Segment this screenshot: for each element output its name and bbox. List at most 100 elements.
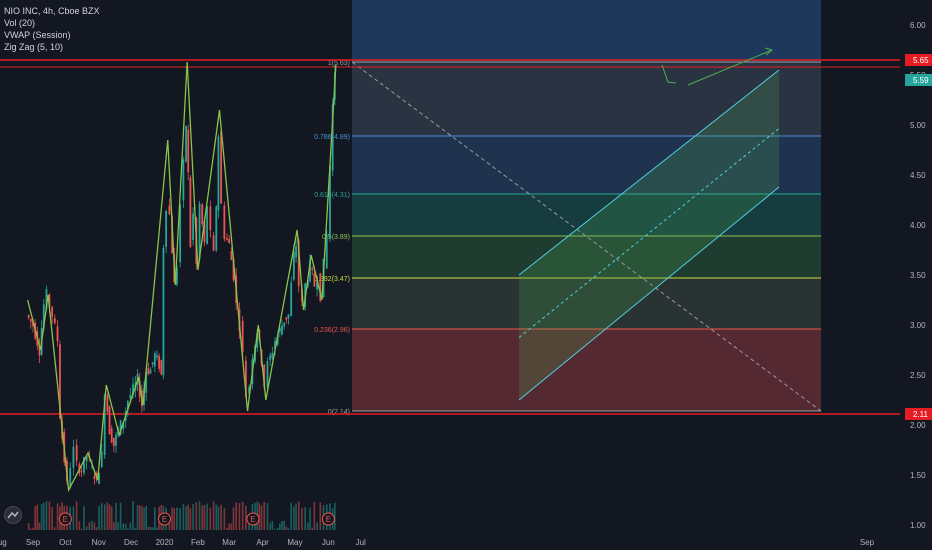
volume-bar bbox=[295, 503, 297, 530]
candle-body bbox=[115, 434, 117, 446]
volume-bar bbox=[88, 522, 91, 530]
channel-lower-line bbox=[518, 186, 780, 401]
candle-body bbox=[198, 203, 201, 260]
volume-bar bbox=[185, 506, 187, 530]
volume-bar bbox=[108, 504, 111, 530]
zigzag-indicator-label[interactable]: Zig Zag (5, 10) bbox=[4, 42, 64, 52]
fib-zone bbox=[352, 194, 821, 236]
candle-body bbox=[212, 235, 215, 251]
tradingview-logo-icon[interactable] bbox=[4, 506, 22, 524]
time-axis-tick-label: Nov bbox=[92, 538, 106, 547]
earnings-marker-icon bbox=[246, 512, 260, 526]
fibonacci-retracement[interactable]: 1(5.63)0.786(4.89)0.618(4.31)0.5(3.89)0.… bbox=[314, 0, 822, 416]
candle-body bbox=[29, 319, 32, 322]
volume-bar bbox=[201, 505, 204, 530]
volume-bar bbox=[171, 507, 173, 530]
volume-bar bbox=[192, 503, 194, 530]
trend-arrow bbox=[687, 49, 773, 86]
volume-bar bbox=[145, 505, 147, 530]
time-axis[interactable]: Sep Oct Nov Dec 2020 Feb Mar Apr May Jun Jul Aug Sep bbox=[0, 538, 875, 547]
fib-level-label: 1(5.63) bbox=[328, 60, 350, 67]
volume-bar bbox=[129, 522, 132, 530]
candle-body bbox=[203, 221, 206, 243]
candle-body bbox=[160, 360, 163, 375]
channel-fill bbox=[519, 70, 779, 400]
volume-bar bbox=[173, 508, 176, 530]
current-price-tag-label: 5.59 bbox=[913, 76, 929, 85]
time-axis-tick-label: Dec bbox=[124, 538, 138, 547]
candle-body bbox=[153, 353, 156, 367]
volume-indicator-label[interactable]: Vol (20) bbox=[4, 18, 36, 28]
candle-body bbox=[263, 364, 266, 388]
volume-bar bbox=[245, 505, 247, 530]
candle-body bbox=[168, 205, 171, 215]
channel-mid-line bbox=[518, 128, 780, 338]
candle-body bbox=[290, 282, 293, 316]
earnings-marker-icon bbox=[58, 512, 72, 526]
candle-body bbox=[38, 345, 41, 356]
parallel-channel[interactable] bbox=[518, 47, 780, 401]
candle-body bbox=[95, 473, 98, 476]
price-level-tag bbox=[905, 408, 932, 420]
volume-bar bbox=[85, 526, 88, 530]
earnings-marker-label: E bbox=[250, 515, 255, 524]
candle-body bbox=[285, 317, 288, 320]
candle-body bbox=[281, 325, 283, 335]
volume-bar bbox=[198, 501, 201, 530]
candle-body bbox=[56, 326, 59, 342]
price-axis-tick-label: 3.50 bbox=[910, 271, 926, 280]
volume-bar bbox=[334, 502, 336, 530]
candle-body bbox=[59, 344, 61, 419]
horizontal-levels[interactable] bbox=[0, 59, 900, 415]
candle-body bbox=[311, 268, 314, 270]
volume-bar bbox=[34, 506, 36, 530]
candle-body bbox=[292, 251, 295, 280]
volume-bar bbox=[156, 527, 158, 530]
candle-body bbox=[27, 315, 30, 318]
volume-bar bbox=[93, 522, 96, 530]
volume-bar bbox=[209, 507, 212, 530]
price-level-tag bbox=[905, 54, 932, 66]
candle-body bbox=[226, 238, 228, 240]
candle-body bbox=[313, 273, 316, 287]
fib-level-label: 0(2.14) bbox=[328, 409, 350, 416]
candle-body bbox=[106, 395, 109, 412]
fib-zone bbox=[352, 236, 821, 278]
volume-bar bbox=[134, 527, 137, 530]
time-axis-tick-label: Aug bbox=[0, 538, 7, 547]
earnings-marker-label: E bbox=[162, 515, 167, 524]
time-axis-tick-label: Sep bbox=[860, 538, 875, 547]
volume-bar bbox=[271, 520, 274, 530]
symbol-title[interactable]: NIO INC, 4h, Cboe BZX bbox=[4, 6, 100, 16]
candle-body bbox=[228, 238, 231, 244]
candle-body bbox=[103, 395, 106, 456]
volume-bar bbox=[154, 507, 156, 530]
price-level-tag-label: 2.11 bbox=[913, 410, 929, 419]
candle-body bbox=[132, 384, 134, 396]
volume-bar bbox=[32, 527, 34, 530]
price-axis[interactable]: 6.005.505.004.504.003.503.002.502.001.50… bbox=[900, 0, 932, 550]
candle-body bbox=[325, 234, 328, 269]
fib-zone bbox=[352, 329, 821, 411]
volume-bar bbox=[117, 522, 119, 530]
candle-body bbox=[189, 177, 192, 247]
candle-body bbox=[51, 306, 54, 317]
volume-bar bbox=[307, 522, 309, 530]
current-price-tag bbox=[905, 74, 932, 86]
candle-body bbox=[309, 259, 311, 281]
volume-bar bbox=[226, 527, 228, 530]
volume-bar bbox=[290, 502, 292, 530]
volume-bar bbox=[45, 501, 48, 530]
candle-body bbox=[185, 126, 187, 162]
candle-body bbox=[256, 332, 259, 348]
candle-body bbox=[151, 362, 154, 365]
vwap-indicator-label[interactable]: VWAP (Session) bbox=[4, 30, 71, 40]
price-axis-tick-label: 4.50 bbox=[910, 171, 926, 180]
candle-body bbox=[209, 206, 212, 230]
volume-bar bbox=[187, 504, 190, 530]
candle-body bbox=[278, 327, 281, 332]
volume-bar bbox=[54, 527, 56, 530]
volume-bar bbox=[100, 503, 103, 530]
